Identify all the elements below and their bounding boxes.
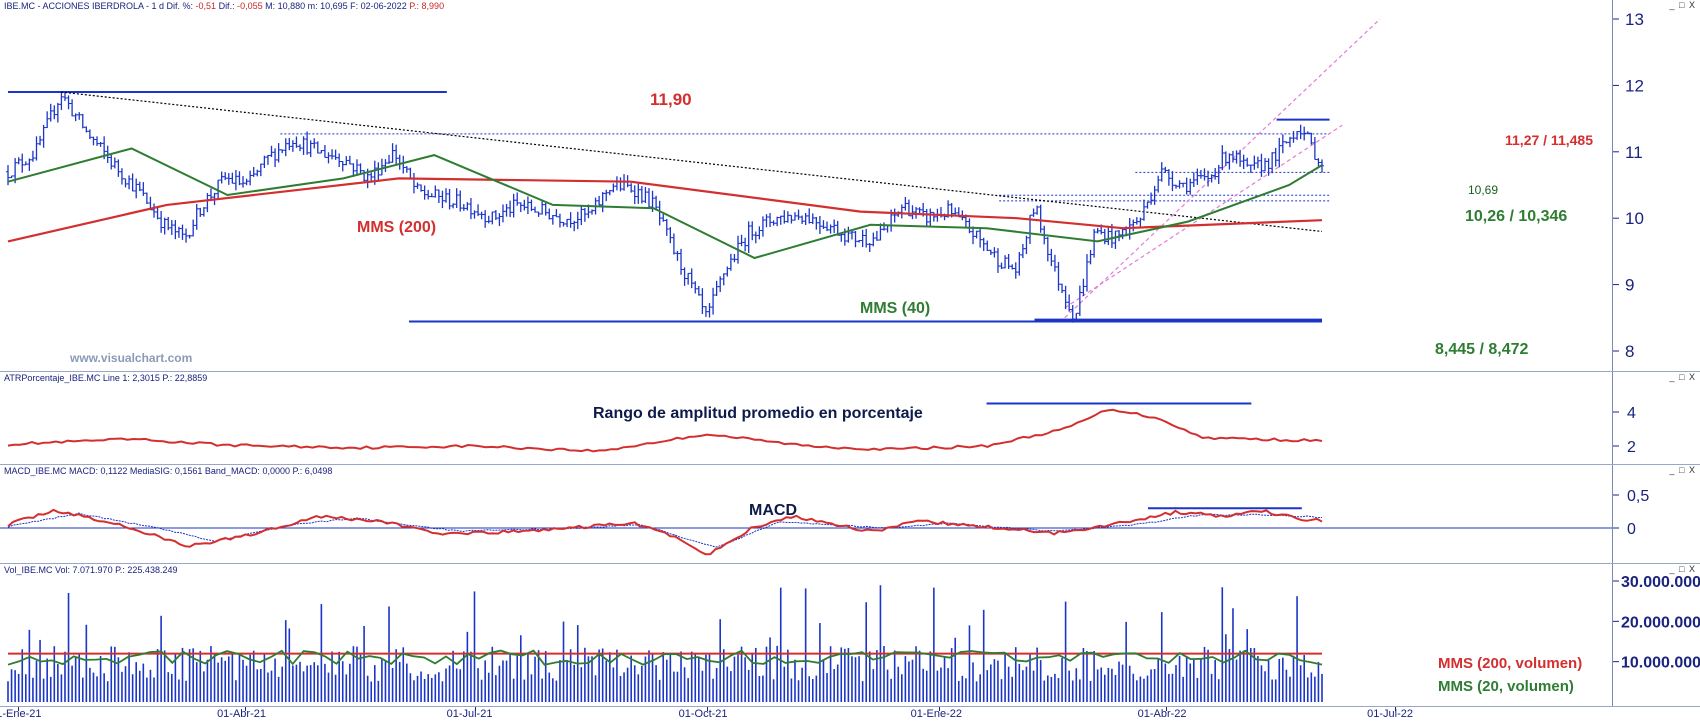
downtrend-line [60,91,1323,233]
price-header-rest: M: 10,880 m: 10,695 F: 02-06-2022 [262,1,410,11]
price-ytick-label: 8 [1625,342,1634,361]
price-ytick-label: 13 [1625,10,1644,29]
x-axis-tick [1165,707,1167,711]
macd-panel: MACD_IBE.MC MACD: 0,1122 MediaSIG: 0,156… [0,465,1700,564]
window-controls[interactable]: _ □ X [1669,0,1696,10]
macd-ytick-label: 0,5 [1627,488,1649,505]
price-header-p: P.: 8,990 [409,1,445,11]
macd-chart-svg: MACD [0,502,1612,556]
price-y-axis[interactable]: 8 9 10 11 12 13 [1613,0,1700,371]
volume-mms20-label: MMS (20, volumen) [1438,678,1574,695]
annotation-8445: 8,445 / 8,472 [1435,341,1529,358]
watermark: www.visualchart.com [70,351,193,365]
price-ytick-label: 10 [1625,209,1644,228]
x-axis-tick [1395,707,1397,711]
price-header-dif-pct: -0,51 [195,1,217,11]
x-axis-label: 01-Abr-22 [1137,708,1187,720]
price-panel-header: IBE.MC - ACCIONES IBERDROLA - 1 d Dif. %… [4,1,444,11]
price-panel: IBE.MC - ACCIONES IBERDROLA - 1 d Dif. %… [0,0,1700,372]
atr-ytick-label: 4 [1627,405,1636,422]
volume-ytick-label: 30.000.000 [1621,574,1700,591]
annotation-1190: 11,90 [650,90,692,109]
macd-title: MACD [749,502,797,519]
volume-y-axis[interactable]: 30.000.000 20.000.000 10.000.000 [1613,564,1700,706]
x-axis-tick [245,707,247,711]
macd-plot[interactable]: MACD [0,465,1613,563]
x-axis-label: 01-Ene-22 [910,708,963,720]
atr-ytick-label: 2 [1627,439,1636,456]
volume-chart-svg: MMS (200, volumen) MMS (20, volumen) [7,585,1582,702]
price-header-dif-label: Dif.: [216,1,238,11]
x-axis-label: 01-Abr-21 [217,708,266,720]
volume-ytick-label: 20.000.000 [1621,614,1700,631]
x-axis-tick [474,707,476,711]
atr-panel: ATRPorcentaje_IBE.MC Line 1: 2,3015 P.: … [0,372,1700,465]
macd-line [7,508,1323,556]
volume-window-controls[interactable]: _ □ X [1669,564,1696,574]
atr-line [7,408,1323,453]
annotation-1026: 10,26 / 10,346 [1465,208,1567,225]
atr-plot[interactable]: Rango de amplitud promedio en porcentaje [0,372,1613,464]
macd-signal-line [7,512,1323,548]
atr-window-controls[interactable]: _ □ X [1669,372,1696,382]
x-axis-tick [706,707,708,711]
volume-plot[interactable]: MMS (200, volumen) MMS (20, volumen) [0,564,1613,706]
annotation-1127: 11,27 / 11,485 [1505,132,1593,148]
volume-panel: Vol_IBE.MC Vol: 7.071.970 P.: 225.438.24… [0,564,1700,707]
atr-title: Rango de amplitud promedio en porcentaje [593,405,923,422]
volume-panel-header: Vol_IBE.MC Vol: 7.071.970 P.: 225.438.24… [4,565,178,575]
x-axis-label: 01-Jul-21 [446,708,493,720]
volume-mms200-label: MMS (200, volumen) [1438,655,1582,672]
volume-axis-svg: 30.000.000 20.000.000 10.000.000 [1613,574,1700,672]
uptrend-channel-line-1 [1064,124,1343,309]
mms200-line [7,177,1323,243]
volume-ytick-label: 10.000.000 [1621,655,1700,672]
annotation-mms40: MMS (40) [860,300,930,317]
price-chart-svg: 11,90 11,27 / 11,485 10,69 10,26 / 10,346 8,… [6,18,1593,358]
x-axis-tick [18,707,20,711]
price-header-dif: -0,055 [237,1,263,11]
price-axis-svg: 8 9 10 11 12 13 [1613,10,1644,361]
price-plot[interactable]: 11,90 11,27 / 11,485 10,69 10,26 / 10,346 8,… [0,0,1613,371]
x-axis-tick [938,707,940,711]
macd-window-controls[interactable]: _ □ X [1669,465,1696,475]
atr-panel-header: ATRPorcentaje_IBE.MC Line 1: 2,3015 P.: … [4,373,208,383]
macd-ytick-label: 0 [1627,521,1636,538]
price-header-text: IBE.MC - ACCIONES IBERDROLA - 1 d Dif. %… [4,1,196,11]
annotation-1069: 10,69 [1468,183,1498,197]
x-axis-label: 01-Ene-21 [0,708,42,720]
price-ytick-label: 11 [1625,143,1643,162]
x-axis-label: 01-Oct-21 [678,708,728,720]
macd-y-axis[interactable]: 0,5 0 [1613,465,1700,563]
volume-mms20-line [7,649,1323,666]
annotation-mms200: MMS (200) [357,219,436,236]
x-axis-label: 01-Jul-22 [1367,708,1413,720]
x-axis: 01-Ene-21 01-Abr-21 01-Jul-21 01-Oct-21 01-E… [0,707,1700,723]
atr-axis-svg: 24 [1613,405,1636,456]
price-ytick-label: 12 [1625,76,1644,95]
atr-chart-svg: Rango de amplitud promedio en porcentaje [7,402,1323,453]
mms40-line [7,147,1323,260]
macd-panel-header: MACD_IBE.MC MACD: 0,1122 MediaSIG: 0,156… [4,466,333,476]
price-ytick-label: 9 [1625,276,1634,295]
macd-axis-svg: 0,50 [1613,488,1649,538]
